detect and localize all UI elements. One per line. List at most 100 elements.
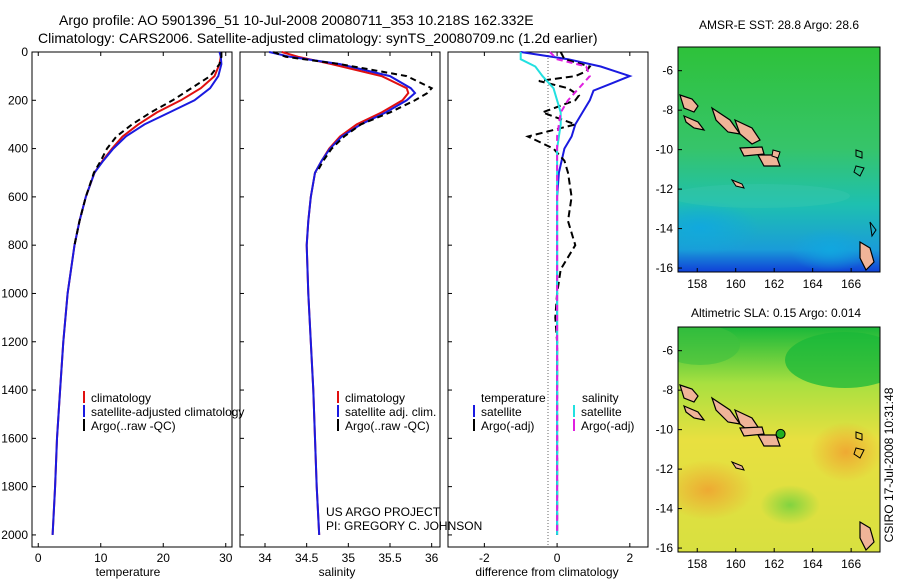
sla-island-outlines: [679, 384, 875, 552]
lat-tick-label: -8: [662, 103, 673, 117]
series-line: [549, 51, 591, 535]
legend-sal-argo: Argo(-adj): [581, 419, 634, 433]
series-line: [272, 51, 434, 174]
legend-temp-argo: Argo(-adj): [481, 419, 534, 433]
lon-tick-label: 162: [764, 277, 784, 291]
y-tick-label: 1800: [1, 480, 28, 494]
y-tick-label: 1600: [1, 431, 28, 445]
x-tick-label: 36: [425, 551, 439, 565]
salinity-profile-panel: 34 34.5 35 35.5 36 salinity climatology sate…: [239, 51, 482, 579]
x-tick-label: 35.5: [378, 551, 402, 565]
sst-map-frame: [677, 46, 881, 273]
lat-tick-label: -16: [656, 541, 674, 555]
temperature-x-label: temperature: [96, 565, 161, 579]
argo-position-marker: [775, 428, 786, 439]
x-tick-label: 0: [554, 551, 561, 565]
lat-tick-label: -14: [656, 222, 674, 236]
lat-tick-label: -10: [656, 143, 674, 157]
x-tick-label: 0: [35, 551, 42, 565]
sla-map-title: Altimetric SLA: 0.15 Argo: 0.014: [691, 306, 861, 320]
depth-y-ticks: 0 200 400 600 800 1000 1200 1400 1600 1800 2000: [1, 45, 36, 542]
sst-map-title: AMSR-E SST: 28.8 Argo: 28.6: [699, 18, 859, 32]
y-tick-label: 1000: [1, 286, 28, 300]
series-line: [519, 52, 562, 535]
series-line: [51, 52, 222, 535]
series-line: [73, 52, 223, 246]
lat-tick-label: -14: [656, 502, 674, 516]
sla-lat-ticks: -6 -8 -10 -12 -14 -16: [656, 344, 682, 555]
difference-x-ticks: -2 0 2: [448, 51, 633, 565]
lat-tick-label: -6: [662, 64, 673, 78]
x-tick-label: 34.5: [295, 551, 319, 565]
lon-tick-label: 166: [841, 557, 861, 571]
temperature-profile-panel: 0 10 20 30 0 200 400 600 800 1000 1200 1400 1600 180…: [1, 45, 244, 579]
y-tick-label: 1200: [1, 335, 28, 349]
salinity-x-ticks: 34 34.5 35 35.5 36: [240, 51, 439, 565]
lat-tick-label: -6: [662, 344, 673, 358]
x-tick-label: -2: [479, 551, 490, 565]
x-tick-label: 10: [94, 551, 108, 565]
sla-map-panel: Altimetric SLA: 0.15 Argo: 0.014: [656, 306, 881, 571]
x-tick-label: 30: [219, 551, 233, 565]
project-credit: US ARGO PROJECT: [326, 505, 441, 519]
salinity-axes-frame: [239, 51, 441, 548]
sst-lat-ticks: -6 -8 -10 -12 -14 -16: [656, 64, 682, 275]
series-line: [520, 51, 633, 535]
temperature-legend: climatology satellite-adjusted climatolo…: [83, 391, 244, 433]
series-line: [281, 51, 410, 535]
lon-tick-label: 164: [803, 557, 823, 571]
legend-temperature-heading: temperature: [481, 391, 546, 405]
lat-tick-label: -12: [656, 182, 674, 196]
figure-title-line2: Climatology: CARS2006. Satellite-adjuste…: [38, 30, 598, 46]
figure-title-line1: Argo profile: AO 5901396_51 10-Jul-2008 …: [59, 12, 534, 28]
temperature-x-ticks: 0 10 20 30: [35, 52, 233, 565]
lon-tick-label: 162: [764, 557, 784, 571]
difference-lines: [519, 51, 633, 535]
series-line: [51, 51, 223, 535]
legend-satellite-adjusted: satellite-adjusted climatology: [91, 405, 244, 419]
legend-satellite-adj: satellite adj. clim.: [345, 405, 436, 419]
lon-tick-label: 158: [687, 277, 707, 291]
legend-sal-satellite: satellite: [581, 405, 622, 419]
legend-climatology: climatology: [345, 391, 405, 405]
legend-argo: Argo(..raw -QC): [345, 419, 430, 433]
salinity-lines: [268, 51, 434, 535]
x-tick-label: 35: [342, 551, 356, 565]
lat-tick-label: -10: [656, 423, 674, 437]
y-tick-label: 2000: [1, 528, 28, 542]
csiro-timestamp: CSIRO 17-Jul-2008 10:31:48: [882, 387, 896, 542]
series-line: [525, 51, 592, 535]
difference-x-label: difference from climatology: [475, 565, 618, 579]
legend-salinity-heading: salinity: [582, 391, 619, 405]
lon-tick-label: 158: [687, 557, 707, 571]
difference-legend: temperature satellite Argo(-adj) salinit…: [473, 391, 634, 433]
salinity-legend: climatology satellite adj. clim. Argo(..…: [337, 391, 436, 433]
sla-lon-ticks: 158 160 162 164 166: [687, 548, 861, 571]
y-tick-label: 600: [8, 190, 28, 204]
y-tick-label: 0: [21, 45, 28, 59]
pi-credit: PI: GREGORY C. JOHNSON: [326, 519, 482, 533]
lat-tick-label: -16: [656, 261, 674, 275]
lon-tick-label: 164: [803, 277, 823, 291]
y-tick-label: 200: [8, 93, 28, 107]
y-tick-label: 800: [8, 238, 28, 252]
sst-island-outlines: [679, 94, 877, 272]
difference-profile-panel: -2 0 2 difference from climatology tempera…: [447, 51, 649, 579]
lat-tick-label: -12: [656, 462, 674, 476]
x-tick-label: 2: [626, 551, 633, 565]
y-tick-label: 1400: [1, 383, 28, 397]
x-tick-label: 34: [258, 551, 272, 565]
sst-lon-ticks: 158 160 162 164 166: [687, 268, 861, 291]
lon-tick-label: 160: [726, 557, 746, 571]
lat-tick-label: -8: [662, 383, 673, 397]
sla-map-frame: [677, 326, 881, 553]
temperature-axes-frame: [31, 51, 233, 548]
salinity-x-label: salinity: [319, 565, 356, 579]
legend-climatology: climatology: [91, 391, 151, 405]
sst-map-panel: AMSR-E SST: 28.8 Argo: 28.6 158: [656, 18, 881, 291]
legend-temp-satellite: satellite: [481, 405, 522, 419]
legend-argo: Argo(..raw -QC): [91, 419, 176, 433]
x-tick-label: 20: [157, 551, 171, 565]
lon-tick-label: 166: [841, 277, 861, 291]
